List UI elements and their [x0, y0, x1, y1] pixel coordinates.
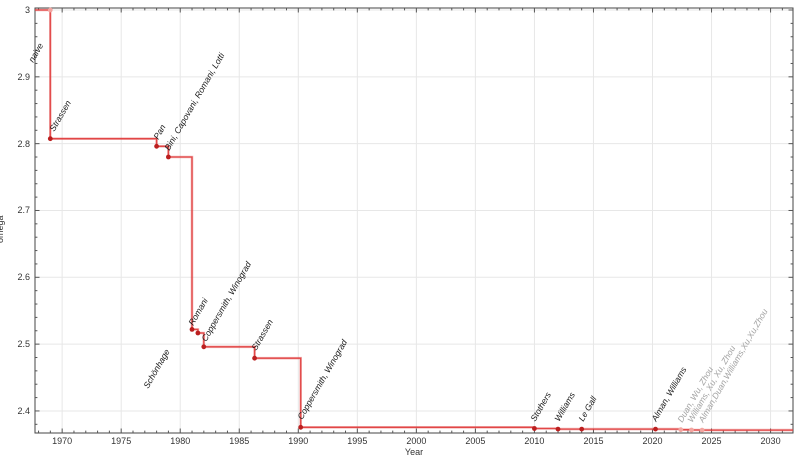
- x-tick-label: 1995: [347, 436, 368, 446]
- y-tick-label: 3: [24, 5, 30, 15]
- y-tick-label: 2.8: [17, 138, 30, 149]
- data-point-marker: [532, 426, 537, 431]
- x-tick-label: 1985: [229, 436, 250, 446]
- data-point-marker: [678, 427, 684, 433]
- y-tick-label: 2.7: [17, 205, 30, 216]
- data-point-marker: [47, 136, 53, 142]
- y-axis-label: omega: [0, 215, 5, 243]
- data-point-marker: [298, 424, 304, 430]
- x-axis-label: Year: [404, 447, 424, 457]
- data-point-marker: [555, 426, 561, 432]
- x-tick-label: 2005: [465, 436, 486, 446]
- data-point-marker: [195, 330, 201, 336]
- x-tick-label: 1970: [52, 436, 73, 446]
- y-tick-label: 2.5: [17, 339, 30, 350]
- data-point-marker: [166, 154, 171, 160]
- data-point-marker: [189, 327, 195, 332]
- data-point-marker: [689, 427, 694, 433]
- data-point-marker: [154, 143, 160, 149]
- data-point-marker: [47, 7, 53, 13]
- plot-border: [34, 7, 794, 434]
- x-tick-label: 2025: [701, 436, 722, 446]
- data-point-marker: [201, 344, 207, 350]
- data-point-marker: [579, 426, 585, 432]
- data-point-marker: [699, 427, 705, 433]
- x-tick-label: 2015: [583, 436, 604, 446]
- data-point-marker: [653, 426, 658, 432]
- x-tick-label: 2020: [642, 436, 663, 446]
- y-tick-label: 2.6: [17, 272, 30, 283]
- x-tick-label: 2000: [406, 436, 427, 446]
- x-tick-label: 1980: [170, 436, 191, 446]
- x-tick-label: 2010: [524, 436, 545, 446]
- x-tick-label: 2030: [760, 436, 781, 446]
- y-tick-label: 2.9: [17, 71, 30, 82]
- y-tick-label: 2.4: [17, 405, 30, 416]
- data-point-marker: [252, 355, 257, 361]
- x-tick-label: 1975: [111, 436, 132, 446]
- x-tick-label: 1990: [288, 436, 309, 446]
